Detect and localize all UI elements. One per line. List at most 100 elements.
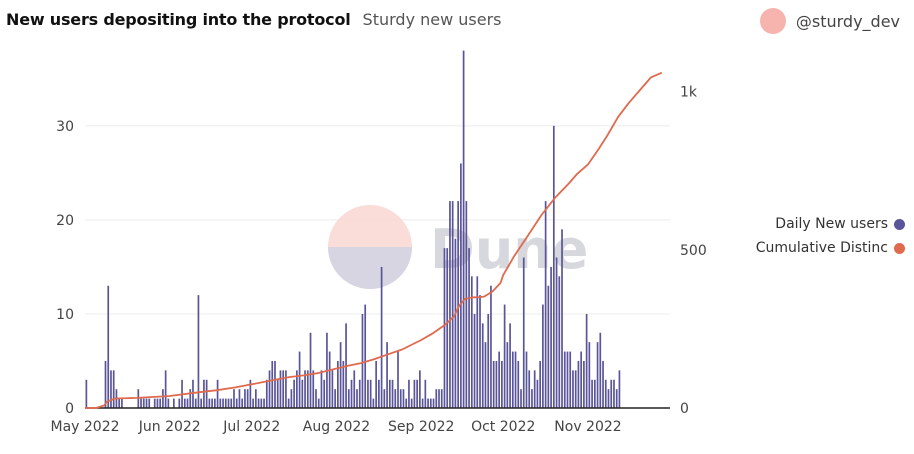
bar (613, 379, 615, 408)
x-tick-label: Sep 2022 (388, 419, 454, 435)
y-left-tick-label: 10 (56, 307, 74, 323)
bar (383, 389, 386, 408)
legend-label-daily: Daily New users (775, 216, 888, 232)
bar (356, 389, 358, 408)
bar (479, 295, 481, 408)
bar (350, 379, 353, 408)
bar (394, 389, 397, 408)
bar (172, 398, 175, 408)
bar (583, 360, 585, 408)
bar (238, 389, 241, 408)
bar (252, 398, 254, 408)
legend-item-cumulative[interactable]: Cumulative Distinc (725, 236, 905, 260)
legend-item-daily[interactable]: Daily New users (725, 212, 905, 236)
bar (167, 398, 170, 408)
bar (194, 398, 197, 408)
bar (539, 360, 541, 408)
bar (361, 313, 364, 408)
avatar (759, 8, 786, 34)
bar (339, 342, 342, 408)
x-tick-label: Jul 2022 (222, 419, 280, 435)
bar (298, 351, 301, 408)
bar (364, 304, 367, 408)
bar (558, 276, 561, 408)
bar (156, 398, 159, 408)
bar (211, 398, 213, 408)
bar (408, 379, 410, 408)
bar (159, 398, 162, 408)
bar (509, 323, 511, 408)
y-left-tick-label: 0 (65, 401, 74, 417)
bar (511, 351, 514, 408)
bar (301, 379, 304, 408)
bar (397, 351, 399, 408)
author-name[interactable]: @sturdy_dev (795, 11, 900, 31)
bar (153, 398, 156, 408)
bar (413, 379, 416, 408)
watermark-logo-shade (328, 247, 412, 289)
bar (533, 370, 536, 408)
bar (596, 342, 599, 408)
bar (498, 351, 500, 408)
bar (189, 389, 192, 408)
bar (618, 370, 621, 408)
bar (449, 201, 451, 408)
bar (197, 295, 200, 408)
bar (544, 201, 547, 408)
bar (550, 266, 552, 408)
author-badge[interactable]: @sturdy_dev (759, 8, 900, 34)
bar (607, 389, 610, 408)
bar (506, 342, 509, 408)
bar (375, 360, 377, 408)
bar (178, 398, 181, 408)
bar (610, 379, 613, 408)
bar (304, 370, 306, 408)
bar (561, 229, 563, 408)
y-left-tick-label: 20 (56, 213, 74, 229)
bar (203, 379, 205, 408)
bar (276, 379, 279, 408)
bar (572, 370, 574, 408)
y-right-tick-label: 0 (680, 401, 689, 417)
bar (222, 398, 224, 408)
bar (577, 360, 580, 408)
bar (265, 379, 268, 408)
bar (216, 379, 219, 408)
bar (470, 276, 473, 408)
bar (378, 379, 380, 408)
bar (244, 389, 246, 408)
bar (588, 342, 591, 408)
bar (517, 360, 520, 408)
bar (255, 389, 257, 408)
bar (419, 370, 421, 408)
bar (503, 304, 506, 408)
bar (484, 342, 487, 408)
bar (164, 370, 167, 408)
bar (235, 398, 238, 408)
legend-dot-daily (894, 218, 905, 230)
bar (227, 398, 230, 408)
bar (438, 389, 440, 408)
chart-subtitle: Sturdy new users (362, 10, 502, 29)
bar (328, 351, 331, 408)
chart-title: New users depositing into the protocol (6, 10, 351, 29)
bar (249, 379, 252, 408)
bar (465, 201, 468, 408)
x-tick-label: Nov 2022 (554, 419, 621, 435)
legend: Daily New users Cumulative Distinc (725, 212, 905, 260)
bar (443, 248, 446, 408)
x-tick-label: May 2022 (50, 419, 119, 435)
bar (405, 398, 408, 408)
bar (342, 360, 345, 408)
bar (205, 379, 208, 408)
bar (416, 379, 418, 408)
bar (410, 398, 413, 408)
bar (547, 285, 550, 408)
bar (183, 398, 186, 408)
bar (145, 398, 148, 408)
y-right-tick-label: 1k (680, 85, 698, 101)
bar (208, 398, 211, 408)
bar (481, 323, 484, 408)
bar (372, 398, 375, 408)
bar (440, 389, 443, 408)
